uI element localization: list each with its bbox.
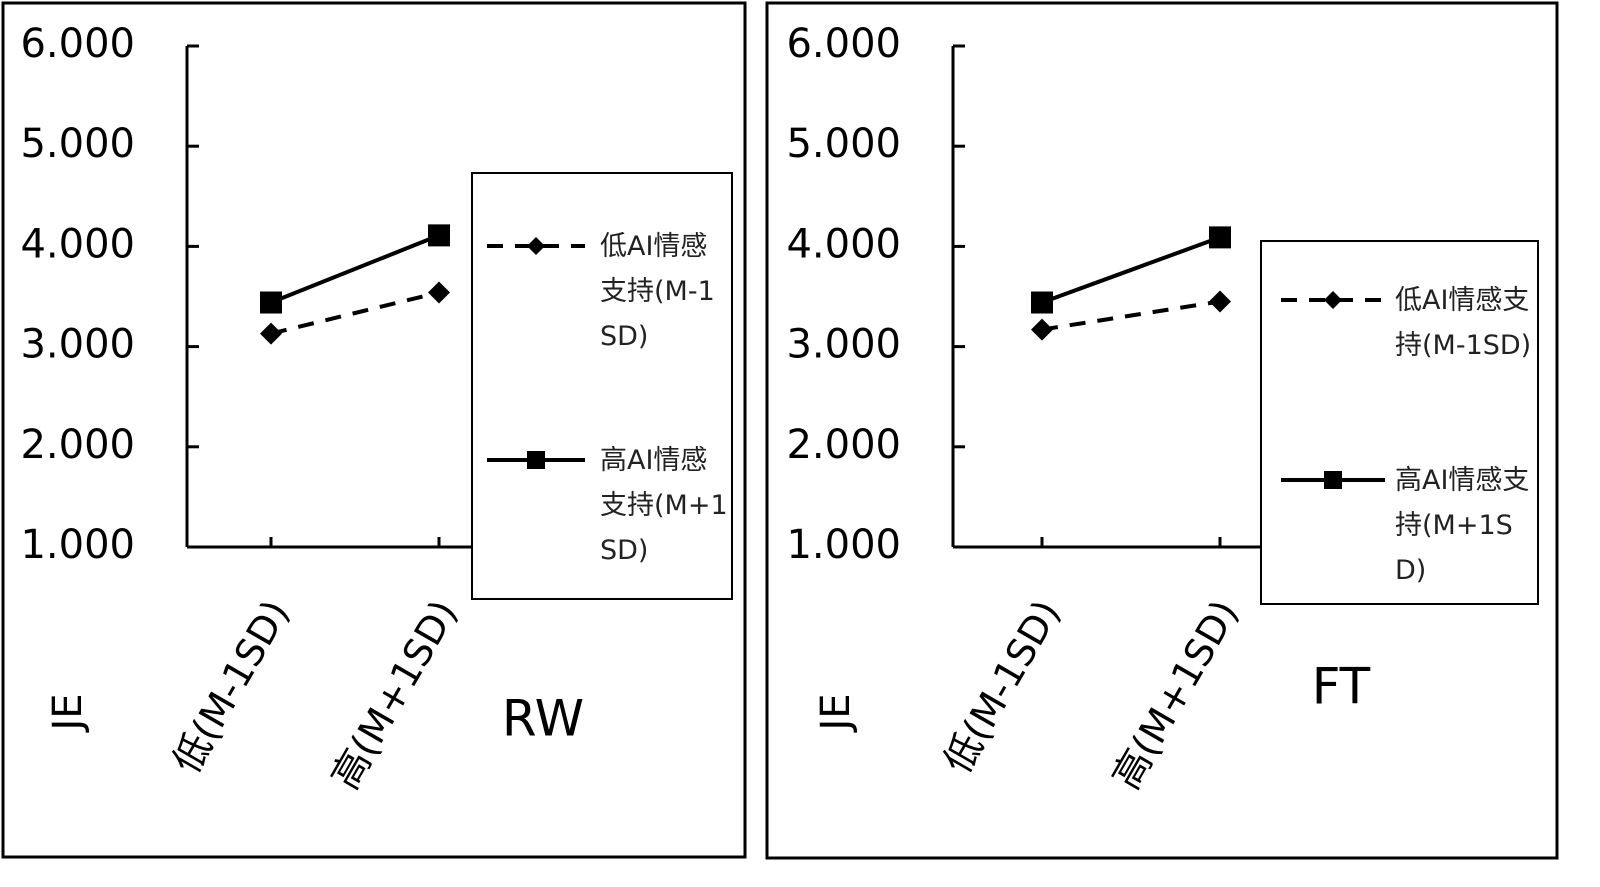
- marker: [428, 224, 450, 247]
- x-tick-label: 低(M-1SD): [935, 593, 1069, 781]
- legend-box: [1260, 240, 1539, 605]
- marker: [1031, 318, 1053, 341]
- x-axis-label: RW: [502, 690, 584, 748]
- legend-label: 高AI情感支持(M+1SD): [1395, 465, 1530, 586]
- legend-label: 高AI情感支持(M+1SD): [600, 445, 728, 566]
- legend-marker: [527, 237, 545, 255]
- legend-label-box: 低AI情感支持(M-1SD): [600, 231, 715, 352]
- y-tick-label: 5.000: [20, 121, 135, 167]
- y-tick-label: 4.000: [786, 221, 901, 267]
- y-tick-label: 3.000: [786, 322, 901, 368]
- y-tick-label: 2.000: [786, 422, 901, 468]
- y-tick-label: 6.000: [20, 21, 135, 67]
- series-line: [1041, 235, 1221, 305]
- panel-frame: [1, 1, 747, 859]
- legend-marker: [1324, 291, 1342, 309]
- series-line: [270, 290, 440, 336]
- legend-label-box: 高AI情感支持(M+1SD): [1395, 465, 1530, 586]
- marker: [260, 322, 282, 345]
- y-tick-label: 1.000: [20, 522, 135, 568]
- series-line: [270, 233, 440, 305]
- x-tick-label: 低(M-1SD): [164, 593, 298, 781]
- legend-marker: [1324, 471, 1342, 489]
- x-axis-label: FT: [1312, 658, 1371, 716]
- marker: [1209, 290, 1231, 313]
- legend-label: 低AI情感支持(M-1SD): [600, 231, 715, 352]
- y-tick-label: 1.000: [786, 522, 901, 568]
- marker: [1209, 226, 1231, 249]
- y-tick-label: 2.000: [20, 422, 135, 468]
- x-tick-label: 高(M+1SD): [323, 593, 466, 797]
- marker: [428, 281, 450, 304]
- panel-frame: [765, 1, 1559, 860]
- x-tick-label: 高(M+1SD): [1104, 593, 1247, 797]
- legend-label-box: 低AI情感支持(M-1SD): [1395, 285, 1532, 361]
- legend-marker: [527, 451, 545, 469]
- legend-label-box: 高AI情感支持(M+1SD): [600, 445, 728, 566]
- y-axis-label: JE: [813, 693, 859, 733]
- y-tick-label: 5.000: [786, 121, 901, 167]
- series-line: [1041, 299, 1221, 332]
- legend-label: 低AI情感支持(M-1SD): [1395, 285, 1532, 361]
- y-tick-label: 6.000: [786, 21, 901, 67]
- y-tick-label: 3.000: [20, 322, 135, 368]
- marker: [1031, 291, 1053, 314]
- y-axis-label: JE: [45, 693, 91, 733]
- y-tick-label: 4.000: [20, 221, 135, 267]
- marker: [260, 291, 282, 314]
